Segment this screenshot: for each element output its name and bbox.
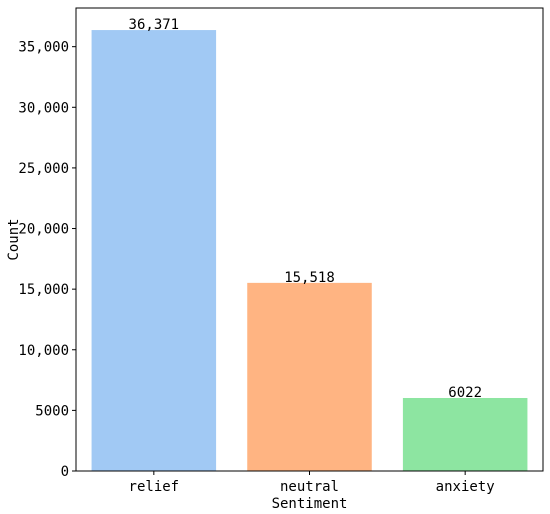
y-tick-label: 25,000: [18, 161, 69, 177]
x-axis: relief neutral anxiety: [129, 471, 495, 495]
bar-value-label-anxiety: 6022: [448, 385, 482, 401]
x-tick-label-anxiety: anxiety: [436, 479, 495, 495]
bars-layer: [91, 30, 528, 471]
bar-value-labels: 36,371 15,518 6022: [129, 17, 482, 401]
y-tick-label: 20,000: [18, 222, 69, 238]
y-tick-label: 5000: [35, 403, 69, 419]
bar-value-label-neutral: 15,518: [284, 270, 335, 286]
bar-relief: [91, 30, 217, 471]
bar-value-label-relief: 36,371: [129, 17, 180, 33]
y-tick-label: 15,000: [18, 282, 69, 298]
bar-neutral: [247, 282, 372, 471]
y-axis-title: Count: [6, 218, 22, 260]
x-tick-label-neutral: neutral: [280, 479, 339, 495]
y-axis: 0 5000 10,000 15,000 20,000 25,000 30,000 35,00…: [18, 40, 76, 480]
x-tick-label-relief: relief: [129, 479, 180, 495]
y-tick-label: 10,000: [18, 343, 69, 359]
bar-anxiety: [402, 397, 528, 471]
y-tick-label: 0: [61, 464, 69, 480]
y-tick-label: 30,000: [18, 100, 69, 116]
x-axis-title: Sentiment: [272, 496, 348, 512]
y-tick-label: 35,000: [18, 40, 69, 56]
plot-frame: [75, 7, 544, 472]
